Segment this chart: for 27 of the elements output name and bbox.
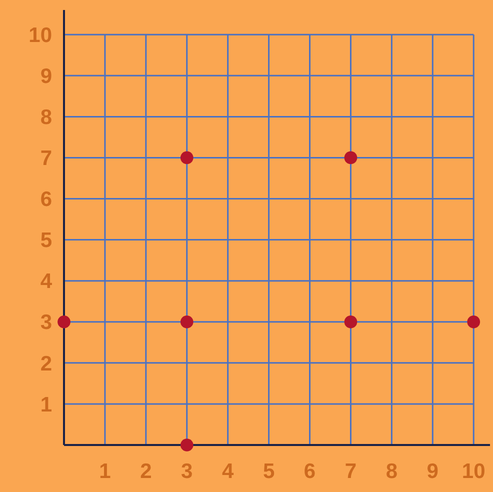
y-tick-label: 7 [40, 147, 52, 170]
y-tick-label: 10 [28, 24, 52, 47]
point [344, 151, 358, 164]
point [58, 315, 70, 328]
x-tick-label: 5 [262, 460, 275, 483]
y-tick-label: 2 [40, 352, 52, 376]
x-tick-label: 3 [181, 460, 193, 483]
point [467, 315, 480, 328]
x-tick-label: 2 [140, 460, 152, 483]
point [344, 315, 358, 328]
x-tick-label: 9 [426, 460, 438, 483]
y-tick-label: 6 [40, 188, 52, 212]
y-tick-label: 4 [40, 270, 52, 294]
y-tick-label: 9 [40, 65, 52, 88]
x-tick-label: 6 [304, 460, 316, 483]
y-tick-label: 5 [40, 229, 52, 252]
x-tick-label: 4 [222, 460, 234, 483]
x-tick-label: 8 [386, 460, 398, 483]
point [180, 315, 194, 328]
point [180, 438, 194, 452]
point [180, 151, 194, 164]
y-tick-label: 8 [40, 106, 52, 130]
x-tick-label: 7 [344, 460, 357, 483]
y-tick-label: 1 [40, 393, 52, 416]
y-tick-label: 3 [40, 311, 52, 334]
x-tick-label: 10 [462, 460, 486, 483]
x-tick-label: 1 [99, 460, 112, 483]
